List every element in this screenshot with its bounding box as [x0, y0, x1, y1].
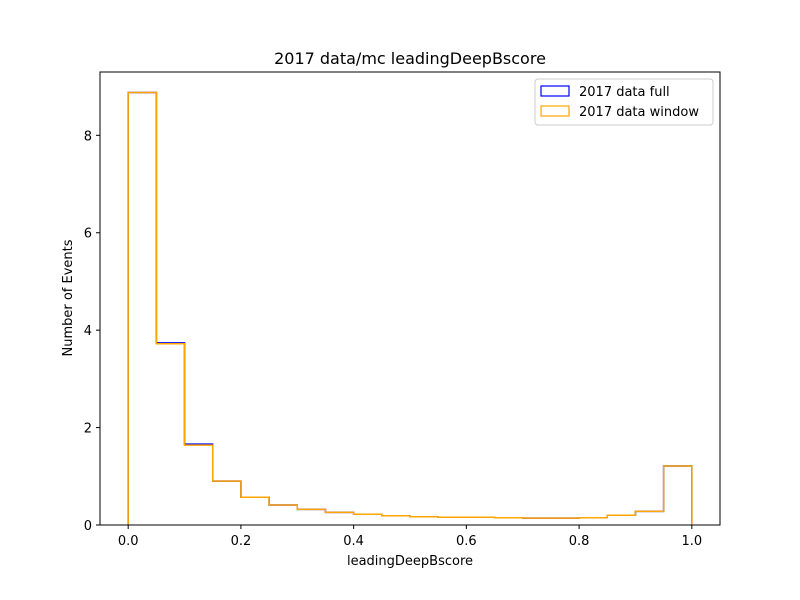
y-tick-label: 4: [84, 324, 92, 339]
series-data-window: [127, 91, 693, 525]
y-tick-label: 6: [84, 227, 92, 242]
histogram-step-line: [127, 91, 693, 525]
x-tick-label: 0.0: [118, 534, 139, 549]
y-tick-label: 2: [84, 422, 92, 437]
y-axis-label: Number of Events: [61, 239, 76, 356]
y-axis: 0 2 4 6 8: [84, 129, 100, 534]
legend-item: 2017 data full: [540, 85, 670, 100]
y-tick-label: 0: [84, 519, 92, 534]
legend-label: 2017 data full: [579, 85, 670, 100]
legend-item: 2017 data window: [540, 105, 699, 120]
plot-area: [127, 91, 693, 525]
legend-swatch: [540, 105, 570, 117]
legend-label: 2017 data window: [579, 105, 699, 120]
x-tick-label: 0.8: [569, 534, 590, 549]
chart-title: 2017 data/mc leadingDeepBscore: [274, 49, 546, 68]
legend: 2017 data full 2017 data window: [534, 78, 714, 126]
x-tick-label: 0.6: [456, 534, 477, 549]
x-axis-label: leadingDeepBscore: [347, 554, 473, 569]
x-tick-label: 0.4: [343, 534, 364, 549]
legend-box: [534, 78, 714, 126]
plot-frame: [99, 71, 721, 526]
x-tick-label: 0.2: [231, 534, 252, 549]
legend-swatch: [540, 85, 570, 97]
x-tick-label: 1.0: [681, 534, 702, 549]
x-axis: 0.0 0.2 0.4 0.6 0.8 1.0: [118, 525, 702, 549]
y-tick-label: 8: [84, 129, 92, 144]
